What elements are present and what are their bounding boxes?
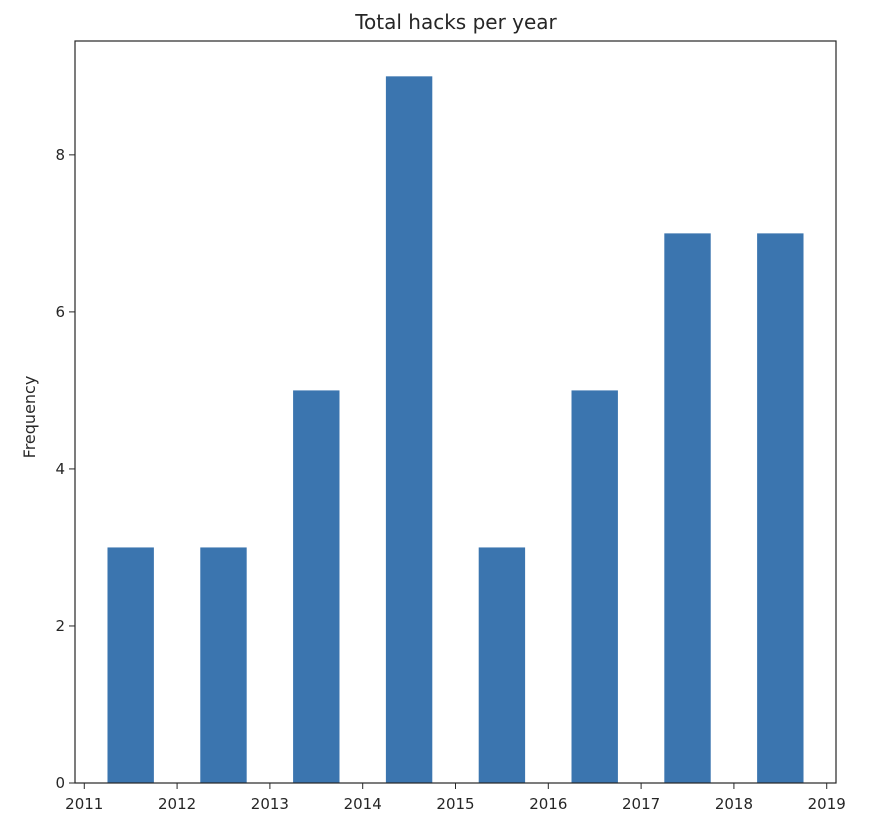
x-tick-label-2019: 2019 xyxy=(808,795,846,813)
x-tick-label-2014: 2014 xyxy=(344,795,382,813)
x-tick-label-2013: 2013 xyxy=(251,795,289,813)
x-tick-label-2016: 2016 xyxy=(529,795,567,813)
bar-2018 xyxy=(757,233,804,784)
bar-2011 xyxy=(107,547,154,783)
y-axis-label: Frequency xyxy=(20,376,39,459)
bar-2015 xyxy=(478,547,526,783)
x-tick-label-2018: 2018 xyxy=(715,795,753,813)
bar-2016 xyxy=(571,390,618,783)
bars-layer xyxy=(107,76,804,784)
bar-2012 xyxy=(200,547,247,783)
bar-2017 xyxy=(664,233,711,784)
y-tick-label-2: 2 xyxy=(55,617,65,635)
chart-title: Total hacks per year xyxy=(354,10,557,34)
y-tick-label-6: 6 xyxy=(55,303,65,321)
x-tick-label-2015: 2015 xyxy=(436,795,474,813)
y-tick-label-0: 0 xyxy=(55,774,65,792)
y-tick-label-4: 4 xyxy=(55,460,65,478)
y-tick-label-8: 8 xyxy=(55,146,65,164)
x-tick-label-2012: 2012 xyxy=(158,795,196,813)
axes-layer: 2011 2012 2013 2014 2015 2016 2017 2018 2019 0 2 4 6… xyxy=(55,40,846,813)
x-tick-label-2017: 2017 xyxy=(622,795,660,813)
bar-2013 xyxy=(293,390,340,783)
plot-frame xyxy=(74,40,837,784)
bar-2014 xyxy=(385,76,433,784)
x-tick-label-2011: 2011 xyxy=(65,795,103,813)
